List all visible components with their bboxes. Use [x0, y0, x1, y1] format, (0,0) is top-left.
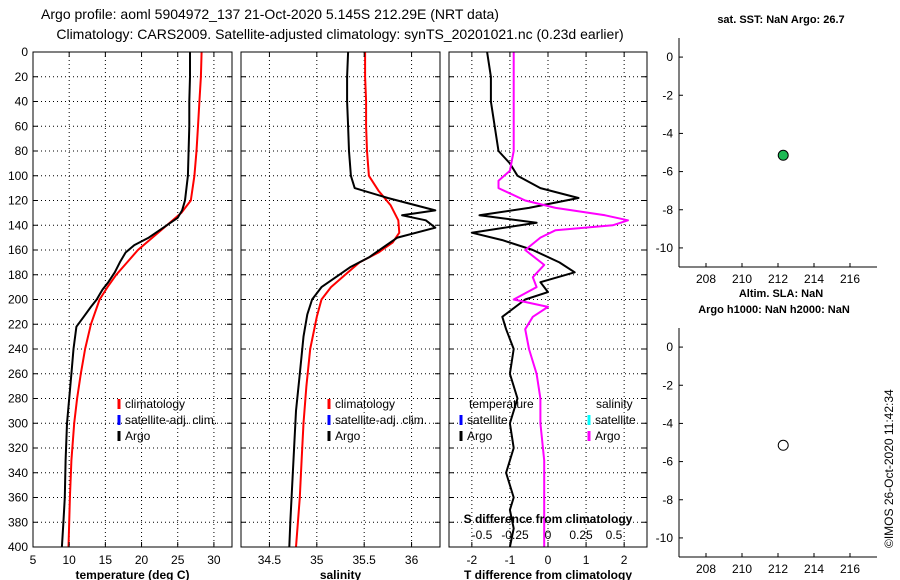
salinity-legend-label-2: Argo — [335, 429, 361, 443]
temperature-ytick-label: 140 — [8, 218, 28, 232]
difference-top-xtick-label: 0.5 — [606, 528, 623, 542]
difference-top-xtick-label: 0.25 — [569, 528, 593, 542]
figure-title-line1: Argo profile: aoml 5904972_137 21-Oct-20… — [41, 6, 499, 22]
sla_panel-xtick-label: 208 — [696, 562, 716, 576]
temperature-xtick-label: 10 — [63, 553, 77, 567]
temperature-ytick-label: 0 — [21, 45, 28, 59]
sla_panel-xtick-label: 216 — [840, 562, 860, 576]
difference-top-xtick-label: 0 — [545, 528, 552, 542]
sst_panel-xtick-label: 216 — [840, 272, 860, 286]
difference-xtick-label: -1 — [505, 553, 516, 567]
sla_panel-xtick-label: 210 — [732, 562, 752, 576]
temperature-series-argo-line — [60, 52, 191, 548]
sst_panel-point-0 — [777, 149, 789, 161]
salinity-legend-label-0: climatology — [335, 397, 395, 411]
sst_panel-ytick-label: -2 — [662, 88, 673, 102]
temperature-xtick-label: 30 — [207, 553, 221, 567]
temperature-ytick-label: 160 — [8, 243, 28, 257]
difference-xtick-label: 1 — [583, 553, 590, 567]
sst_panel-xtick-label: 208 — [696, 272, 716, 286]
sla_panel-ytick-label: 0 — [666, 340, 673, 354]
temperature-ytick-label: 20 — [15, 70, 29, 84]
sst_panel-ytick-label: -10 — [656, 241, 674, 255]
difference-legend-sal-label-1: Argo — [595, 429, 621, 443]
sst_panel-ytick-label: -8 — [662, 203, 673, 217]
sst_panel-xtick-label: 214 — [804, 272, 824, 286]
salinity-xtick-label: 36 — [405, 553, 419, 567]
salinity-xlabel: salinity — [320, 568, 362, 580]
salinity-xtick-label: 35 — [310, 553, 324, 567]
difference-legend-temp-label-1: Argo — [467, 429, 493, 443]
temperature-xtick-label: 20 — [135, 553, 149, 567]
temperature-ytick-label: 260 — [8, 367, 28, 381]
sst-map-panel: sat. SST: NaN Argo: 26.7 0 -2 -4 -6 -8 -10 208 2… — [656, 14, 877, 286]
salinity-xtick-label: 35.5 — [353, 553, 377, 567]
temperature-ytick-label: 120 — [8, 194, 28, 208]
temperature-axes-box — [32, 51, 233, 548]
temperature-ytick-label: 80 — [15, 144, 29, 158]
temperature-ytick-label: 40 — [15, 95, 29, 109]
difference-legend-temperature-title: temperature — [469, 397, 534, 411]
sla_panel-ytick-label: -6 — [662, 455, 673, 469]
sst_panel-xtick-label: 212 — [768, 272, 788, 286]
sst_panel-title: sat. SST: NaN Argo: 26.7 — [717, 14, 844, 26]
sla_panel-ytick-label: -4 — [662, 416, 673, 430]
temperature-ytick-label: 400 — [8, 540, 28, 554]
temperature-ytick-label: 240 — [8, 342, 28, 356]
temperature-ytick-label: 200 — [8, 293, 28, 307]
temperature-ytick-label: 220 — [8, 317, 28, 331]
sla_panel-ytick-label: -8 — [662, 493, 673, 507]
sla_panel-ytick-label: -2 — [662, 378, 673, 392]
temperature-legend-label-2: Argo — [125, 429, 151, 443]
temperature-ytick-label: 100 — [8, 169, 28, 183]
salinity-axes-box — [240, 51, 441, 548]
timestamp-label: ©IMOS 26-Oct-2020 11:42:34 — [882, 389, 896, 548]
sla_panel-xtick-label: 214 — [804, 562, 824, 576]
salinity-legend-label-1: satellite-adj. clim. — [335, 413, 427, 427]
sla_panel-ytick-label: -10 — [656, 531, 674, 545]
difference-top-xtick-label: -0.25 — [501, 528, 529, 542]
salinity-xtick-label: 34.5 — [258, 553, 282, 567]
temperature-ytick-label: 60 — [15, 119, 29, 133]
figure-title-line2: Climatology: CARS2009. Satellite-adjuste… — [56, 26, 623, 42]
sla_panel-subtitle: Argo h1000: NaN h2000: NaN — [698, 304, 850, 316]
difference-xlabel: T difference from climatology — [464, 568, 632, 580]
sla_panel-xtick-label: 212 — [768, 562, 788, 576]
sst_panel-xtick-label: 210 — [732, 272, 752, 286]
sst_panel-ytick-label: -4 — [662, 126, 673, 140]
temperature-xlabel: temperature (deg C) — [75, 568, 189, 580]
temperature-panel: 5 10 15 20 25 3002040608010012014016018020022… — [8, 45, 233, 580]
difference-panel: -2 -1 0 1 2T difference from climatology temp… — [448, 51, 648, 580]
sla-map-panel: Altim. SLA: NaN Argo h1000: NaN h2000: Na… — [656, 288, 877, 576]
sla_panel-title: Altim. SLA: NaN — [739, 288, 823, 300]
temperature-ytick-label: 300 — [8, 416, 28, 430]
temperature-xtick-label: 25 — [171, 553, 185, 567]
temperature-ytick-label: 320 — [8, 441, 28, 455]
difference-xtick-label: 2 — [621, 553, 628, 567]
temperature-ytick-label: 380 — [8, 515, 28, 529]
sla_panel-point-0 — [777, 439, 789, 451]
temperature-xtick-label: 15 — [99, 553, 113, 567]
sst_panel-ytick-label: -6 — [662, 165, 673, 179]
temperature-xtick-label: 5 — [30, 553, 37, 567]
temperature-ytick-label: 360 — [8, 491, 28, 505]
difference-series-s-diff-argo-line — [497, 52, 629, 547]
difference-xtick-label: 0 — [545, 553, 552, 567]
salinity-series-argo-line — [288, 51, 437, 548]
difference-xtick-label: -2 — [467, 553, 478, 567]
sst_panel-ytick-label: 0 — [666, 50, 673, 64]
temperature-ytick-label: 280 — [8, 392, 28, 406]
difference-top-xlabel: S difference from climatology — [464, 512, 633, 526]
difference-top-xtick-label: -0.5 — [472, 528, 493, 542]
salinity-panel: 34.5 35 35.5 36 salinity climatology satellite… — [240, 51, 441, 580]
temperature-ytick-label: 340 — [8, 466, 28, 480]
temperature-legend-label-0: climatology — [125, 397, 185, 411]
temperature-legend-label-1: satellite-adj. clim. — [125, 413, 217, 427]
difference-legend-temp-label-0: satellite — [467, 413, 508, 427]
temperature-series-climatology-line — [67, 51, 203, 548]
difference-legend-salinity-title: salinity — [596, 397, 633, 411]
difference-legend-sal-label-0: satellite — [595, 413, 636, 427]
temperature-ytick-label: 180 — [8, 268, 28, 282]
